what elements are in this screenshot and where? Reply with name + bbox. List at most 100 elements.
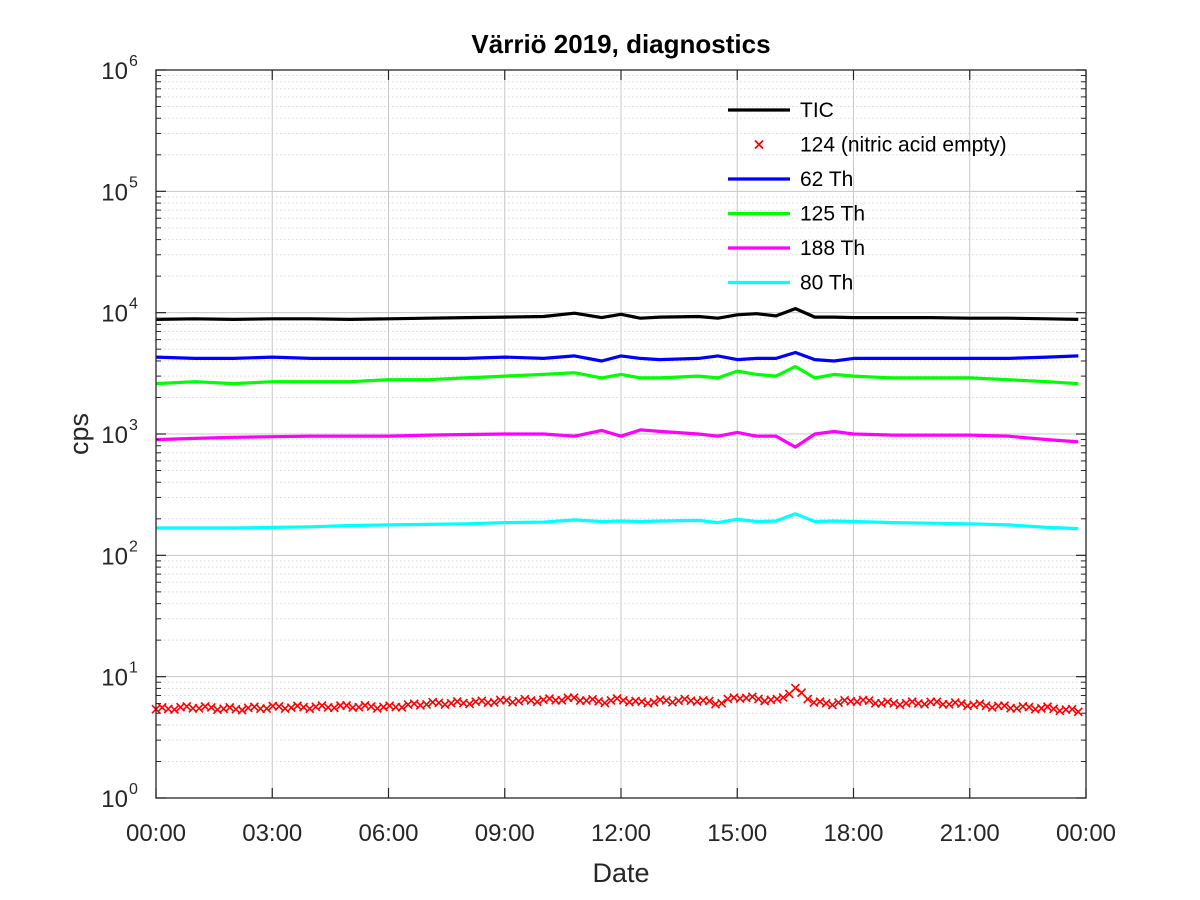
- marker-x: [489, 697, 499, 708]
- y-tick-base: 10: [101, 543, 128, 570]
- x-tick-label: 00:00: [126, 820, 186, 847]
- marker-x: [833, 697, 844, 708]
- legend-label: TIC: [800, 99, 834, 122]
- marker-x: [1073, 707, 1083, 717]
- marker-x: [421, 699, 432, 710]
- marker-x: [1049, 704, 1059, 714]
- legend-entry-0: TIC: [728, 99, 834, 122]
- legend-label: 188 Th: [800, 237, 865, 260]
- marker-x: [649, 697, 659, 707]
- legend: TIC 124 (nitric acid empty) 62 Th 125 Th 188…: [728, 99, 1007, 295]
- y-tick-label: 10 4: [101, 296, 138, 328]
- legend-entry-3: 125 Th: [728, 203, 865, 226]
- legend-entry-4: 188 Th: [728, 237, 865, 260]
- marker-x: [169, 705, 180, 715]
- marker-x: [803, 694, 813, 704]
- marker-x: [778, 692, 788, 703]
- marker-x: [206, 702, 216, 713]
- x-tick-label: 18:00: [823, 820, 883, 847]
- marker-x: [274, 701, 284, 712]
- series-line-2: [155, 350, 1079, 363]
- marker-x: [286, 703, 296, 713]
- legend-swatch: [754, 139, 764, 150]
- marker-x: [464, 699, 475, 709]
- chart-title: Värriö 2019, diagnostics: [471, 29, 770, 59]
- marker-x: [1024, 702, 1034, 712]
- x-tick-label: 21:00: [940, 820, 1000, 847]
- x-tick-label: 00:00: [1056, 820, 1116, 847]
- y-tick-label: 10 1: [101, 660, 138, 692]
- legend-label: 125 Th: [800, 203, 865, 226]
- y-tick-label: 10 6: [101, 53, 138, 85]
- y-tick-base: 10: [101, 179, 128, 206]
- marker-x: [305, 704, 315, 714]
- marker-x: [1067, 704, 1077, 714]
- x-tick-label: 09:00: [475, 820, 535, 847]
- series-markers-1: [151, 683, 1083, 717]
- marker-x: [514, 696, 524, 706]
- marker-x: [587, 694, 598, 704]
- series-line-3: [155, 364, 1079, 386]
- marker-x: [956, 699, 966, 709]
- marker-x: [919, 699, 930, 709]
- y-tick-base: 10: [101, 786, 128, 813]
- y-tick-base: 10: [101, 301, 128, 328]
- marker-x: [317, 701, 327, 711]
- y-tick-label: 10 3: [101, 417, 138, 449]
- marker-x: [354, 702, 364, 712]
- series-layer: [151, 307, 1083, 717]
- marker-x: [501, 695, 512, 705]
- marker-x: [827, 700, 837, 710]
- series-line-0: [155, 307, 1079, 321]
- marker-x: [329, 703, 339, 713]
- marker-x: [747, 692, 757, 702]
- marker-x: [753, 694, 764, 704]
- x-tick-label: 12:00: [591, 820, 651, 847]
- y-tick-label: 10 2: [101, 538, 138, 570]
- y-tick-exponent: 2: [129, 538, 138, 555]
- marker-x: [237, 705, 247, 715]
- marker-x: [999, 701, 1010, 711]
- series-line-5: [156, 512, 1079, 531]
- marker-x: [569, 693, 579, 703]
- x-tick-label: 03:00: [242, 820, 302, 847]
- y-tick-base: 10: [101, 422, 128, 449]
- y-tick-base: 10: [101, 665, 128, 692]
- y-tick-exponent: 0: [129, 781, 138, 798]
- legend-label: 80 Th: [800, 272, 853, 295]
- x-tick-label: 15:00: [707, 820, 767, 847]
- legend-label: 124 (nitric acid empty): [800, 134, 1007, 157]
- x-tick-labels: 00:00 03:00 06:00 09:00 12:00 15:00 18:00 21:00…: [126, 820, 1116, 847]
- marker-x: [704, 696, 714, 706]
- y-tick-exponent: 1: [129, 660, 138, 677]
- axis-ticks: [155, 69, 1087, 799]
- legend-label: 62 Th: [800, 168, 853, 191]
- marker-x: [366, 701, 376, 712]
- marker-x: [1042, 702, 1053, 712]
- x-tick-label: 06:00: [358, 820, 418, 847]
- marker-x: [1012, 703, 1022, 713]
- y-axis-label: cps: [64, 413, 94, 455]
- x-axis-label: Date: [592, 858, 649, 888]
- marker-x: [606, 695, 616, 706]
- y-tick-label: 10 0: [101, 781, 138, 813]
- marker-x: [790, 683, 800, 693]
- marker-x: [397, 702, 407, 712]
- marker-x: [717, 698, 727, 708]
- marker-x: [932, 697, 942, 707]
- marker-x: [532, 697, 542, 707]
- marker-x: [975, 699, 985, 709]
- marker-x: [342, 700, 352, 710]
- y-tick-base: 10: [101, 58, 128, 85]
- marker-x: [262, 703, 272, 714]
- series-line-4: [155, 428, 1079, 449]
- marker-x: [612, 693, 622, 704]
- marker-x: [182, 701, 192, 712]
- legend-entry-1: 124 (nitric acid empty): [754, 134, 1007, 157]
- y-tick-exponent: 3: [129, 417, 138, 434]
- marker-x: [557, 695, 567, 705]
- legend-entry-2: 62 Th: [728, 168, 853, 191]
- marker-x: [477, 696, 487, 706]
